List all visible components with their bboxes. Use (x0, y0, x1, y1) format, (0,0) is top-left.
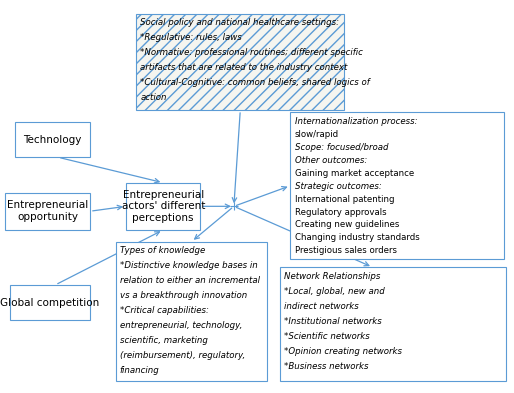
Text: artifacts that are related to the industry context: artifacts that are related to the indust… (140, 63, 347, 72)
Text: relation to either an incremental: relation to either an incremental (120, 276, 260, 285)
Text: *Distinctive knowledge bases in: *Distinctive knowledge bases in (120, 261, 258, 270)
Text: *Institutional networks: *Institutional networks (284, 317, 382, 326)
Bar (280, 267, 506, 381)
Text: Technology: Technology (24, 134, 82, 145)
Text: *Scientific networks: *Scientific networks (284, 332, 370, 341)
Bar (290, 112, 504, 259)
Text: slow/rapid: slow/rapid (295, 130, 339, 139)
Text: entrepreneurial, technology,: entrepreneurial, technology, (120, 321, 242, 330)
Text: Entrepreneurial
opportunity: Entrepreneurial opportunity (7, 200, 88, 222)
Text: Changing industry standards: Changing industry standards (295, 233, 419, 242)
Text: vs a breakthrough innovation: vs a breakthrough innovation (120, 291, 247, 300)
Bar (10, 285, 90, 320)
Text: Creating new guidelines: Creating new guidelines (295, 220, 399, 230)
Text: action: action (140, 93, 167, 102)
Text: Internationalization process:: Internationalization process: (295, 117, 417, 126)
Text: (reimbursement), regulatory,: (reimbursement), regulatory, (120, 351, 245, 360)
Text: *Critical capabilities:: *Critical capabilities: (120, 306, 209, 315)
Text: indirect networks: indirect networks (284, 302, 359, 311)
Bar (15, 122, 90, 157)
Text: Global competition: Global competition (1, 298, 100, 308)
Bar (116, 242, 267, 381)
Bar (126, 183, 200, 230)
Text: *Cultural-Cognitive: common beliefs, shared logics of: *Cultural-Cognitive: common beliefs, sha… (140, 78, 370, 87)
Text: Gaining market acceptance: Gaining market acceptance (295, 169, 414, 178)
Text: *Opinion creating networks: *Opinion creating networks (284, 347, 402, 356)
Text: *Normative: professional routines; different specific: *Normative: professional routines; diffe… (140, 48, 363, 57)
Text: *Regulative: rules, laws: *Regulative: rules, laws (140, 33, 242, 42)
Text: financing: financing (120, 366, 159, 375)
Bar (5, 193, 90, 230)
Text: Entrepreneurial
actors' different
perceptions: Entrepreneurial actors' different percep… (121, 190, 205, 223)
Text: Strategic outcomes:: Strategic outcomes: (295, 182, 381, 191)
Text: Types of knowledge: Types of knowledge (120, 246, 205, 255)
Text: Scope: focused/broad: Scope: focused/broad (295, 143, 388, 152)
Text: *Business networks: *Business networks (284, 362, 369, 371)
Text: Prestigious sales orders: Prestigious sales orders (295, 246, 396, 255)
Text: Social policy and national healthcare settings:: Social policy and national healthcare se… (140, 18, 339, 28)
Text: Other outcomes:: Other outcomes: (295, 156, 367, 165)
Bar (136, 14, 344, 110)
Text: International patenting: International patenting (295, 195, 394, 204)
Text: *Local, global, new and: *Local, global, new and (284, 287, 385, 296)
Text: scientific, marketing: scientific, marketing (120, 336, 208, 345)
Text: Regulatory approvals: Regulatory approvals (295, 208, 386, 217)
Text: Network Relationships: Network Relationships (284, 272, 380, 281)
